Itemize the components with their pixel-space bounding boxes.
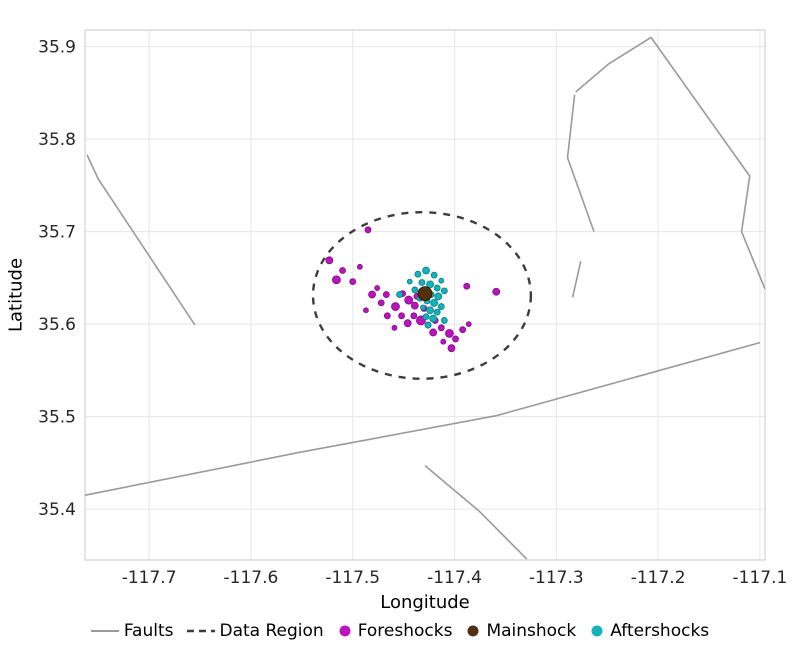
foreshock-marker (492, 287, 501, 296)
aftershock-marker (420, 304, 426, 311)
foreshock-marker (452, 335, 459, 343)
foreshock-marker (363, 307, 369, 314)
foreshock-marker (368, 290, 376, 299)
mainshock-layer (417, 286, 433, 302)
plot-border (84, 29, 766, 561)
foreshock-marker (463, 282, 471, 290)
x-tick-label: -117.2 (631, 568, 686, 588)
y-tick-label: 35.7 (38, 223, 76, 243)
legend-dashed-line-icon (186, 629, 215, 633)
foreshock-marker (332, 275, 341, 285)
legend-line-icon (90, 630, 119, 632)
x-tick-label: -117.4 (427, 568, 482, 588)
legend-label: Mainshock (486, 621, 577, 641)
foreshock-marker (437, 324, 445, 332)
aftershock-marker (437, 303, 445, 310)
legend-item-data-region: Data Region (186, 621, 324, 641)
fault-line (424, 465, 528, 560)
legend-dot-icon (591, 625, 603, 637)
legend-label: Data Region (219, 621, 324, 641)
y-tick-label: 35.6 (38, 315, 76, 335)
foreshock-marker (364, 226, 372, 234)
aftershock-marker (418, 279, 426, 286)
y-axis-label: Latitude (5, 257, 27, 333)
x-tick-label: -117.5 (325, 568, 380, 588)
tick-labels: -117.7 -117.6 -117.5 -117.4 -117.3 -117.2 -117… (38, 38, 787, 588)
foreshock-marker (440, 338, 447, 345)
aftershock-marker (422, 313, 430, 321)
aftershock-marker (426, 306, 434, 315)
legend: Faults Data Region Foreshocks Mainshock Afte… (0, 621, 800, 641)
foreshock-marker (447, 344, 456, 353)
aftershock-marker (433, 308, 441, 316)
foreshock-marker (391, 302, 400, 311)
foreshock-marker (404, 295, 414, 305)
legend-item-mainshock: Mainshock (465, 621, 576, 641)
x-tick-label: -117.1 (733, 568, 788, 588)
foreshock-marker (377, 299, 385, 307)
legend-item-aftershocks: Aftershocks (589, 621, 709, 641)
foreshock-marker (445, 328, 454, 338)
aftershock-marker (396, 291, 403, 298)
fault-line (86, 154, 196, 326)
legend-dot-icon (339, 625, 351, 637)
data-region-outline (311, 211, 533, 380)
foreshock-marker (383, 312, 391, 320)
aftershock-marker (438, 277, 445, 284)
legend-dot-icon (467, 625, 479, 637)
aftershock-marker (430, 271, 438, 279)
foreshock-marker (374, 285, 381, 291)
fault-line (571, 261, 582, 298)
mainshock-marker (417, 286, 433, 302)
aftershock-marker (440, 317, 448, 324)
fault-line (566, 94, 595, 232)
y-tick-label: 35.4 (38, 500, 76, 520)
fault-line (575, 36, 765, 290)
aftershock-marker (434, 292, 443, 301)
foreshock-marker (410, 312, 418, 320)
legend-label: Foreshocks (357, 621, 453, 641)
aftershock-marker (430, 298, 439, 307)
foreshock-marker (382, 291, 390, 298)
y-tick-label: 35.9 (38, 38, 76, 58)
foreshock-marker (398, 312, 405, 320)
x-tick-label: -117.7 (122, 568, 177, 588)
aftershock-marker (406, 278, 413, 285)
aftershock-marker (433, 284, 441, 292)
legend-label: Aftershocks (610, 621, 710, 641)
y-tick-label: 35.8 (38, 130, 76, 150)
foreshock-marker (459, 326, 467, 334)
foreshock-marker (429, 328, 438, 337)
foreshock-marker (465, 321, 472, 328)
aftershock-marker (424, 321, 432, 329)
foreshock-marker (325, 256, 334, 265)
foreshock-marker (349, 278, 357, 285)
foreshock-marker (356, 263, 363, 270)
faults-layer (85, 36, 765, 560)
aftershock-marker (426, 280, 434, 289)
foreshock-marker (391, 324, 398, 331)
aftershock-marker (440, 287, 448, 295)
x-tick-label: -117.6 (224, 568, 279, 588)
x-tick-label: -117.3 (529, 568, 584, 588)
legend-label: Faults (123, 621, 174, 641)
foreshock-marker (410, 301, 419, 310)
aftershock-marker (422, 266, 430, 275)
foreshock-marker (403, 319, 412, 328)
fault-line (85, 341, 761, 497)
foreshock-marker (339, 267, 346, 274)
legend-item-foreshocks: Foreshocks (337, 621, 453, 641)
aftershock-marker (429, 314, 438, 323)
legend-item-faults: Faults (90, 621, 174, 641)
aftershock-marker (411, 286, 419, 294)
aftershock-marker (414, 270, 422, 278)
y-tick-label: 35.5 (38, 408, 76, 428)
x-axis-label: Longitude (380, 592, 470, 613)
